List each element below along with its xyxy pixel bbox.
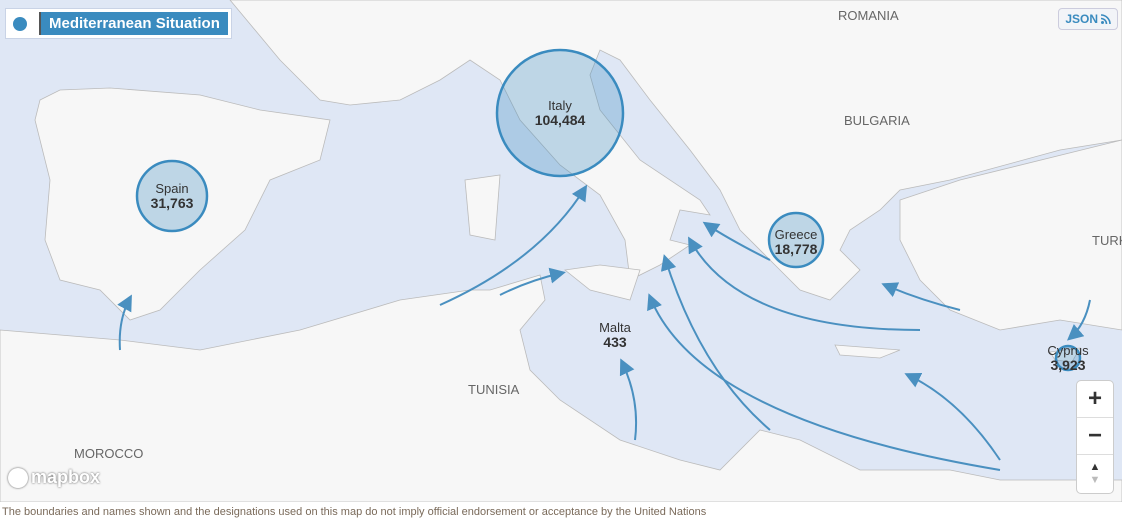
bubble-cyprus bbox=[1054, 344, 1082, 372]
land-africa bbox=[0, 274, 1122, 502]
country-value: 3,923 bbox=[1050, 357, 1086, 373]
label-tunisia: TUNISIA bbox=[468, 382, 520, 397]
country-value: 18,778 bbox=[774, 241, 818, 257]
label-morocco: MOROCCO bbox=[74, 446, 144, 461]
disclaimer: The boundaries and names shown and the d… bbox=[2, 506, 707, 518]
zoom-in-button[interactable]: + bbox=[1077, 381, 1113, 418]
route-arrow bbox=[881, 282, 961, 311]
map-canvas bbox=[0, 0, 1122, 502]
route-arrow bbox=[702, 221, 771, 261]
mapbox-logo[interactable]: mapbox bbox=[8, 467, 100, 488]
zoom-out-button[interactable]: − bbox=[1077, 418, 1113, 455]
json-button[interactable]: JSON bbox=[1058, 8, 1118, 30]
route-arrow bbox=[117, 294, 132, 351]
country-name: Cyprus bbox=[1047, 343, 1089, 358]
mapbox-icon bbox=[8, 467, 28, 488]
land-iberia bbox=[34, 87, 331, 321]
country-malta[interactable]: Malta 433 bbox=[599, 320, 631, 350]
compass-up-icon: ▲ bbox=[1089, 461, 1101, 473]
route-arrow bbox=[904, 372, 1001, 461]
map[interactable]: ROMANIA BULGARIA TURK TUNISIA MOROCCO Sp… bbox=[0, 0, 1122, 502]
route-arrow bbox=[439, 184, 588, 306]
bubble-greece bbox=[767, 211, 825, 269]
country-value: 31,763 bbox=[150, 195, 194, 211]
country-value: 433 bbox=[603, 334, 627, 350]
globe-icon bbox=[13, 16, 27, 31]
country-name: Malta bbox=[599, 320, 631, 335]
label-bulgaria: BULGARIA bbox=[844, 113, 910, 128]
land-europe bbox=[229, 0, 1122, 301]
country-greece[interactable]: Greece 18,778 bbox=[775, 227, 818, 257]
mapbox-wordmark: mapbox bbox=[31, 467, 101, 487]
country-italy[interactable]: Italy 104,484 bbox=[535, 98, 586, 128]
land-sardinia bbox=[464, 174, 501, 241]
bubble-italy bbox=[495, 48, 625, 178]
country-name: Spain bbox=[155, 181, 189, 196]
route-arrow bbox=[499, 267, 566, 296]
bubble-spain bbox=[135, 159, 209, 233]
label-romania: ROMANIA bbox=[838, 8, 899, 23]
country-cyprus[interactable]: Cyprus 3,923 bbox=[1047, 343, 1088, 373]
json-label: JSON bbox=[1065, 12, 1098, 26]
country-name: Greece bbox=[774, 227, 818, 242]
land-sicily bbox=[564, 264, 641, 301]
route-arrow bbox=[647, 293, 1001, 471]
rss-icon bbox=[1101, 14, 1111, 24]
label-turkey: TURK bbox=[1092, 233, 1122, 248]
title-box: Mediterranean Situation bbox=[5, 8, 232, 39]
country-name: Italy bbox=[548, 98, 572, 113]
route-arrow bbox=[688, 236, 921, 331]
map-title: Mediterranean Situation bbox=[39, 12, 228, 35]
map-controls: + − ▲ ▼ bbox=[1076, 380, 1114, 494]
route-arrow bbox=[660, 254, 771, 431]
land-crete bbox=[834, 344, 901, 359]
compass-down-icon: ▼ bbox=[1089, 474, 1101, 486]
compass-button[interactable]: ▲ ▼ bbox=[1077, 455, 1113, 493]
route-arrow bbox=[1066, 299, 1091, 341]
country-spain[interactable]: Spain 31,763 bbox=[151, 181, 194, 211]
country-value: 104,484 bbox=[534, 112, 586, 128]
route-arrow bbox=[619, 358, 638, 441]
land-turkey bbox=[899, 139, 1122, 331]
